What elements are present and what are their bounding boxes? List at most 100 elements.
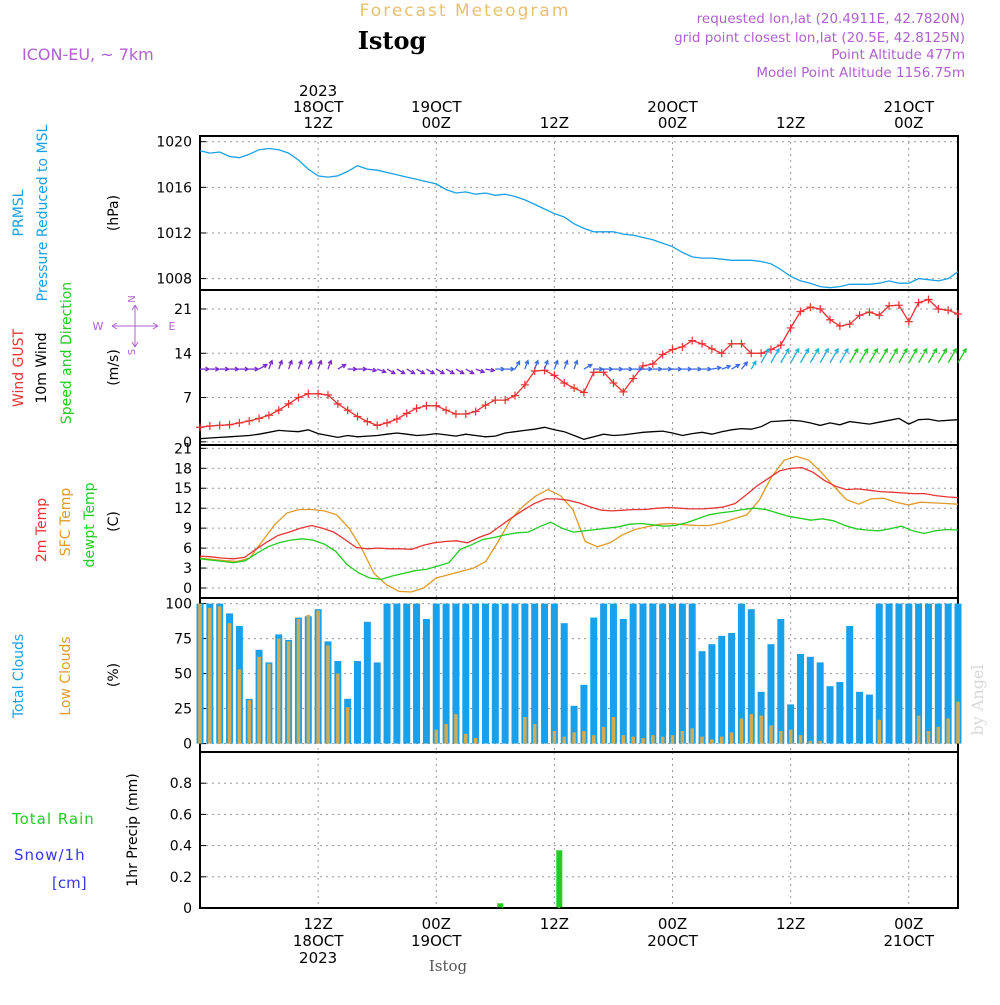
gust-marker — [353, 412, 362, 421]
gust-marker — [894, 301, 903, 310]
wind-arrowhead — [215, 366, 221, 372]
compass-n: N — [127, 295, 138, 302]
y-tick-label: 1016 — [156, 180, 192, 196]
time-label-line: 19OCT — [411, 932, 462, 950]
total-cloud-bar — [590, 617, 598, 744]
low-cloud-bar — [267, 663, 271, 744]
wind-arrow — [849, 348, 859, 364]
low-cloud-bar — [739, 718, 744, 744]
compass-e: E — [169, 320, 176, 333]
low-cloud-bar — [769, 725, 773, 744]
gust-marker — [461, 410, 470, 418]
wind-arrowhead — [735, 363, 741, 369]
time-label-line: 00Z — [422, 114, 451, 132]
wind-arrow — [376, 368, 386, 373]
low-cloud-bar — [946, 718, 950, 744]
y-tick-label: 100 — [165, 597, 192, 613]
time-label-line: 12Z — [540, 915, 569, 933]
wind-arrowhead — [544, 359, 549, 365]
total-cloud-bar — [373, 662, 381, 744]
low-cloud-bar — [680, 731, 685, 744]
wind-arrow — [573, 360, 578, 370]
low-cloud-bar — [808, 740, 813, 744]
low-cloud-bar — [798, 735, 803, 744]
low-cloud-bar — [729, 732, 734, 744]
wind-arrowhead — [307, 359, 313, 365]
low-cloud-bar — [611, 717, 616, 744]
low-cloud-bar — [749, 714, 754, 744]
wind-arrowhead — [563, 359, 569, 365]
wind-arrowhead — [317, 359, 323, 365]
y-tick-label: 15 — [174, 481, 192, 497]
gust-marker — [442, 406, 451, 415]
time-label-line: 12Z — [776, 114, 805, 132]
gust-marker — [707, 344, 716, 353]
total-cloud-bar — [708, 644, 716, 744]
wind-arrowhead — [524, 359, 530, 365]
wind-arrowhead — [785, 347, 790, 353]
gust-marker — [205, 422, 214, 431]
low-cloud-bar — [208, 607, 212, 744]
low-cloud-bar — [641, 738, 645, 744]
y-tick-label: 3 — [183, 561, 192, 577]
low-cloud-bar — [444, 724, 448, 744]
series-label-temp2m: 2m Temp — [34, 498, 50, 562]
wind-arrowhead — [262, 363, 269, 369]
wind-arrow — [386, 368, 396, 375]
y-tick-label: 6 — [183, 541, 192, 557]
total-cloud-bar — [924, 603, 932, 744]
wind-arrow — [514, 360, 521, 370]
gust-marker — [717, 349, 726, 358]
time-label-line: 18OCT — [293, 932, 344, 950]
low-cloud-bar — [257, 656, 261, 744]
total-cloud-bar — [501, 603, 509, 744]
wind-arrowhead — [362, 366, 368, 372]
total-cloud-bar — [472, 603, 480, 744]
y-axis-label: (%) — [106, 663, 122, 687]
wind-arrow — [770, 348, 780, 364]
gust-marker — [796, 307, 805, 316]
gust-marker — [570, 384, 579, 393]
series-label-total-clouds: Total Clouds — [11, 634, 27, 719]
wind-arrow — [780, 348, 790, 364]
gust-marker — [589, 368, 598, 377]
total-cloud-bar — [944, 603, 952, 744]
bottom-time-label: 12Z — [540, 915, 569, 933]
wind-arrow — [799, 348, 810, 364]
total-cloud-bar — [934, 603, 942, 744]
wind-arrow — [957, 348, 967, 364]
y-tick-label: 0.4 — [170, 839, 192, 855]
total-cloud-bar — [383, 603, 391, 744]
wind-arrowhead — [480, 368, 486, 374]
watermark: by Angel — [968, 664, 987, 735]
gust-marker — [845, 320, 854, 329]
gust-marker — [835, 322, 844, 331]
y-tick-label: 0.6 — [170, 807, 192, 823]
wind-arrowhead — [883, 347, 888, 353]
gust-marker — [323, 391, 332, 400]
wind-arrowhead — [372, 367, 378, 373]
time-label-line: 20OCT — [647, 98, 698, 116]
gust-marker — [511, 391, 520, 400]
gust-marker — [363, 417, 372, 426]
wind-arrow — [927, 348, 938, 364]
gust-marker — [914, 298, 923, 307]
panel-frame — [199, 597, 959, 753]
gust-marker — [402, 409, 411, 418]
point-altitude: Point Altitude 477m — [831, 47, 965, 63]
low-cloud-bar — [916, 715, 921, 744]
gust-marker — [491, 396, 500, 405]
wind-arrow — [731, 364, 740, 370]
series-label-sfc: SFC Temp — [58, 488, 74, 557]
wind-arrow — [435, 368, 445, 375]
y-tick-label: 14 — [174, 346, 192, 362]
gust-marker — [294, 393, 303, 402]
total-cloud-bar — [915, 603, 923, 744]
total-cloud-bar — [432, 603, 440, 744]
wind-arrowhead — [658, 366, 664, 372]
y-tick-label: 18 — [174, 461, 192, 477]
gust-marker — [747, 349, 756, 358]
time-label-line: 00Z — [658, 114, 687, 132]
